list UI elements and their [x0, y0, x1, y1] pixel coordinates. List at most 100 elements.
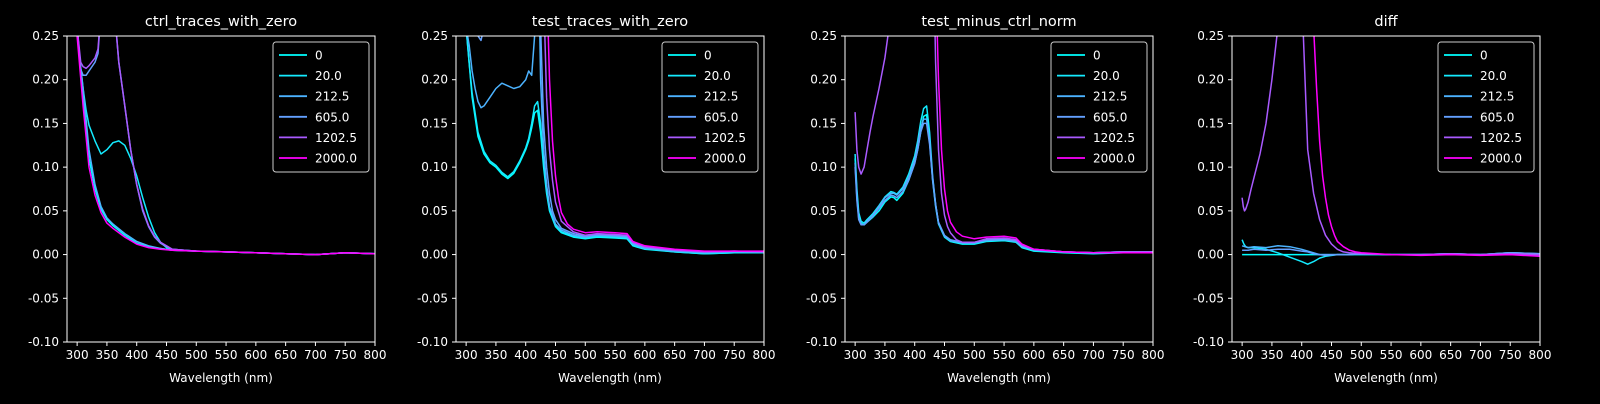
x-tick-label: 600 — [1409, 348, 1432, 362]
legend-label: 2000.0 — [1093, 152, 1135, 166]
x-tick-label: 450 — [544, 348, 567, 362]
y-tick-label: 0.00 — [810, 248, 837, 262]
axes-frame — [1231, 35, 1541, 343]
chart-title: ctrl_traces_with_zero — [145, 14, 297, 30]
legend-label: 605.0 — [1480, 110, 1514, 124]
legend-box — [272, 41, 370, 173]
x-tick-label: 300 — [844, 348, 867, 362]
y-tick-label: 0.15 — [810, 116, 837, 130]
x-tick-label: 400 — [514, 348, 537, 362]
x-tick-label: 300 — [455, 348, 478, 362]
y-tick-label: 0.10 — [1197, 160, 1224, 174]
y-tick-label: -0.05 — [1193, 291, 1224, 305]
y-tick-label: 0.20 — [1197, 73, 1224, 87]
x-tick-label: 550 — [1380, 348, 1403, 362]
series-group — [854, 36, 1153, 255]
y-tick-label: 0.00 — [421, 248, 448, 262]
chart-panel: 300 350 400 450 500 550 600 650 700 750 800 -0.10 -0… — [28, 14, 387, 385]
y-tick-label: 0.00 — [1197, 248, 1224, 262]
chart-panel: 300 350 400 450 500 550 600 650 700 750 800 -0.10 -0… — [1193, 14, 1552, 385]
legend-label: 212.5 — [704, 90, 738, 104]
y-tick-label: 0.05 — [810, 204, 837, 218]
series-line — [76, 36, 375, 256]
y-tick-label: -0.05 — [806, 291, 837, 305]
x-tick-label: 650 — [1439, 348, 1462, 362]
x-tick-label: 750 — [1112, 348, 1135, 362]
y-tick-label: 0.05 — [421, 204, 448, 218]
legend-box — [661, 41, 759, 173]
x-tick-label: 400 — [1290, 348, 1313, 362]
x-tick-label: 350 — [484, 348, 507, 362]
series-group — [466, 36, 764, 255]
legend: 0 20.0 212.5 605.0 1202.5 2000.0 — [272, 41, 370, 173]
x-tick-label: 300 — [66, 348, 89, 362]
y-tick-label: 0.05 — [32, 204, 59, 218]
x-tick-label: 600 — [1022, 348, 1045, 362]
y-tick-label: 0.15 — [1197, 116, 1224, 130]
x-tick-label: 500 — [185, 348, 208, 362]
chart-panel: 300 350 400 450 500 550 600 650 700 750 800 -0.10 -0… — [806, 14, 1165, 385]
x-tick-label: 350 — [95, 348, 118, 362]
y-tick-label: -0.10 — [1193, 335, 1224, 349]
y-tick-label: -0.10 — [806, 335, 837, 349]
x-tick-label: 750 — [1499, 348, 1522, 362]
x-tick-label: 650 — [274, 348, 297, 362]
x-tick-label: 700 — [693, 348, 716, 362]
x-tick-label: 700 — [1082, 348, 1105, 362]
legend: 0 20.0 212.5 605.0 1202.5 2000.0 — [661, 41, 759, 173]
series-group — [1241, 36, 1540, 265]
series-line — [544, 36, 764, 253]
legend-label: 1202.5 — [704, 131, 746, 145]
y-tick-label: 0.20 — [32, 73, 59, 87]
chart-title: diff — [1374, 14, 1398, 30]
x-tick-label: 500 — [574, 348, 597, 362]
y-tick-label: -0.10 — [417, 335, 448, 349]
legend-box — [1050, 41, 1148, 173]
y-tick-label: 0.25 — [1197, 29, 1224, 43]
legend-label: 605.0 — [315, 110, 349, 124]
legend: 0 20.0 212.5 605.0 1202.5 2000.0 — [1050, 41, 1148, 173]
series-line — [477, 36, 764, 253]
x-tick-label: 800 — [753, 348, 776, 362]
x-tick-label: 550 — [604, 348, 627, 362]
x-tick-label: 350 — [873, 348, 896, 362]
x-tick-label: 350 — [1260, 348, 1283, 362]
x-tick-label: 600 — [244, 348, 267, 362]
series-line — [1313, 36, 1540, 258]
legend-label: 0 — [704, 49, 712, 63]
x-tick-label: 550 — [993, 348, 1016, 362]
x-tick-label: 600 — [633, 348, 656, 362]
series-line — [854, 36, 1153, 254]
legend-label: 605.0 — [704, 110, 738, 124]
legend-label: 0 — [315, 49, 323, 63]
x-axis-label: Wavelength (nm) — [1334, 371, 1438, 385]
legend-label: 605.0 — [1093, 110, 1127, 124]
legend-label: 2000.0 — [1480, 152, 1522, 166]
y-tick-label: 0.15 — [32, 116, 59, 130]
legend-label: 2000.0 — [315, 152, 357, 166]
chart-title: test_traces_with_zero — [532, 14, 689, 30]
legend-label: 212.5 — [1480, 90, 1514, 104]
x-tick-label: 750 — [334, 348, 357, 362]
series-line — [936, 36, 1153, 254]
x-tick-label: 500 — [963, 348, 986, 362]
series-line — [547, 36, 764, 252]
x-axis-label: Wavelength (nm) — [558, 371, 662, 385]
x-axis-label: Wavelength (nm) — [947, 371, 1051, 385]
y-tick-label: 0.10 — [421, 160, 448, 174]
y-tick-label: 0.25 — [32, 29, 59, 43]
legend-label: 212.5 — [1093, 90, 1127, 104]
x-tick-label: 450 — [155, 348, 178, 362]
y-tick-label: 0.15 — [421, 116, 448, 130]
legend-label: 1202.5 — [1093, 131, 1135, 145]
legend-box — [1437, 41, 1535, 173]
x-tick-label: 400 — [903, 348, 926, 362]
legend: 0 20.0 212.5 605.0 1202.5 2000.0 — [1437, 41, 1535, 173]
x-tick-label: 700 — [1469, 348, 1492, 362]
x-tick-label: 450 — [933, 348, 956, 362]
y-tick-label: 0.10 — [32, 160, 59, 174]
legend-label: 1202.5 — [315, 131, 357, 145]
y-tick-label: 0.25 — [421, 29, 448, 43]
